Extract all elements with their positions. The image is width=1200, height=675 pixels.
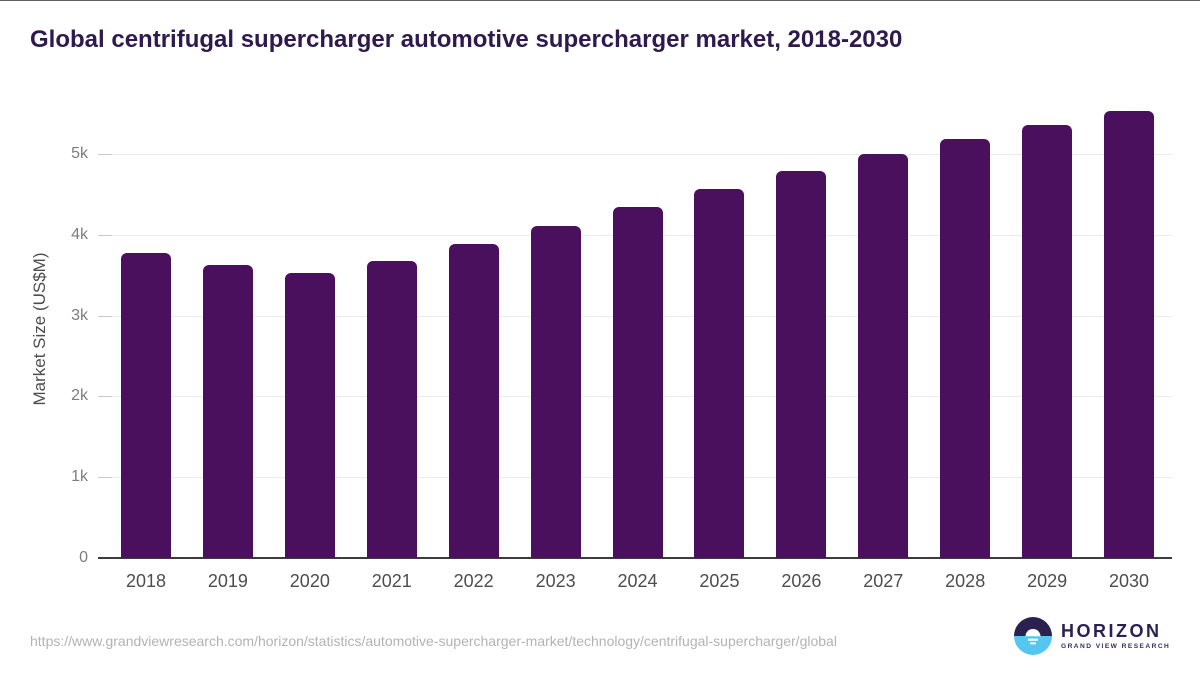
y-tick-label-4k: 4k: [71, 225, 88, 243]
x-tick-label-2024: 2024: [617, 571, 658, 591]
horizon-sunset-icon: [1014, 617, 1052, 655]
y-tick-label-1k: 1k: [71, 468, 88, 486]
bar-2023[interactable]: [530, 225, 581, 558]
y-tick-mark-2k: [98, 396, 112, 398]
y-tick-mark-4k: [98, 234, 112, 236]
bar-2021[interactable]: [366, 260, 417, 558]
horizon-logo-brand: HORIZON: [1061, 620, 1162, 641]
x-tick-label-2029: 2029: [1027, 571, 1068, 591]
x-tick-label-2021: 2021: [371, 571, 412, 591]
x-tick-label-2023: 2023: [535, 571, 576, 591]
bar-2018[interactable]: [121, 253, 171, 558]
bar-2019[interactable]: [202, 264, 253, 558]
source-url: https://www.grandviewresearch.com/horizo…: [30, 633, 837, 649]
horizon-logo-subtitle: GRAND VIEW RESEARCH: [1061, 642, 1171, 650]
x-tick-label-2020: 2020: [289, 571, 330, 591]
x-tick-label-2019: 2019: [207, 571, 248, 591]
bar-2026[interactable]: [776, 170, 827, 558]
window-top-edge: [0, 0, 1200, 1]
bar-2029[interactable]: [1022, 124, 1073, 558]
horizon-logo[interactable]: HORIZON GRAND VIEW RESEARCH: [1014, 617, 1170, 655]
page-title: Global centrifugal supercharger automoti…: [30, 26, 903, 53]
gridline-5k: [98, 154, 1172, 155]
x-tick-label-2028: 2028: [945, 571, 986, 591]
y-tick-label-5k: 5k: [71, 145, 88, 162]
bar-2020[interactable]: [284, 272, 335, 558]
x-tick-label-2025: 2025: [699, 571, 740, 591]
bar-2024[interactable]: [612, 206, 663, 558]
x-tick-label-2022: 2022: [453, 571, 494, 591]
x-tick-label-2027: 2027: [863, 571, 904, 591]
bar-2022[interactable]: [448, 244, 499, 558]
bar-2025[interactable]: [694, 188, 745, 558]
y-tick-label-2k: 2k: [71, 387, 88, 405]
x-tick-label-2030: 2030: [1109, 571, 1150, 591]
bar-2028[interactable]: [940, 138, 991, 558]
y-tick-mark-5k: [98, 154, 112, 155]
bar-2030[interactable]: [1104, 111, 1155, 558]
y-tick-mark-1k: [98, 477, 112, 479]
y-tick-label-0: 0: [79, 549, 88, 566]
x-tick-label-2026: 2026: [781, 571, 822, 591]
y-tick-mark-3k: [98, 315, 112, 317]
x-tick-label-2018: 2018: [125, 571, 167, 591]
y-tick-label-3k: 3k: [71, 306, 88, 324]
horizon-logo-text: HORIZON GRAND VIEW RESEARCH: [1061, 620, 1171, 651]
gridline-0: [98, 557, 1172, 559]
bar-2027[interactable]: [858, 154, 909, 558]
